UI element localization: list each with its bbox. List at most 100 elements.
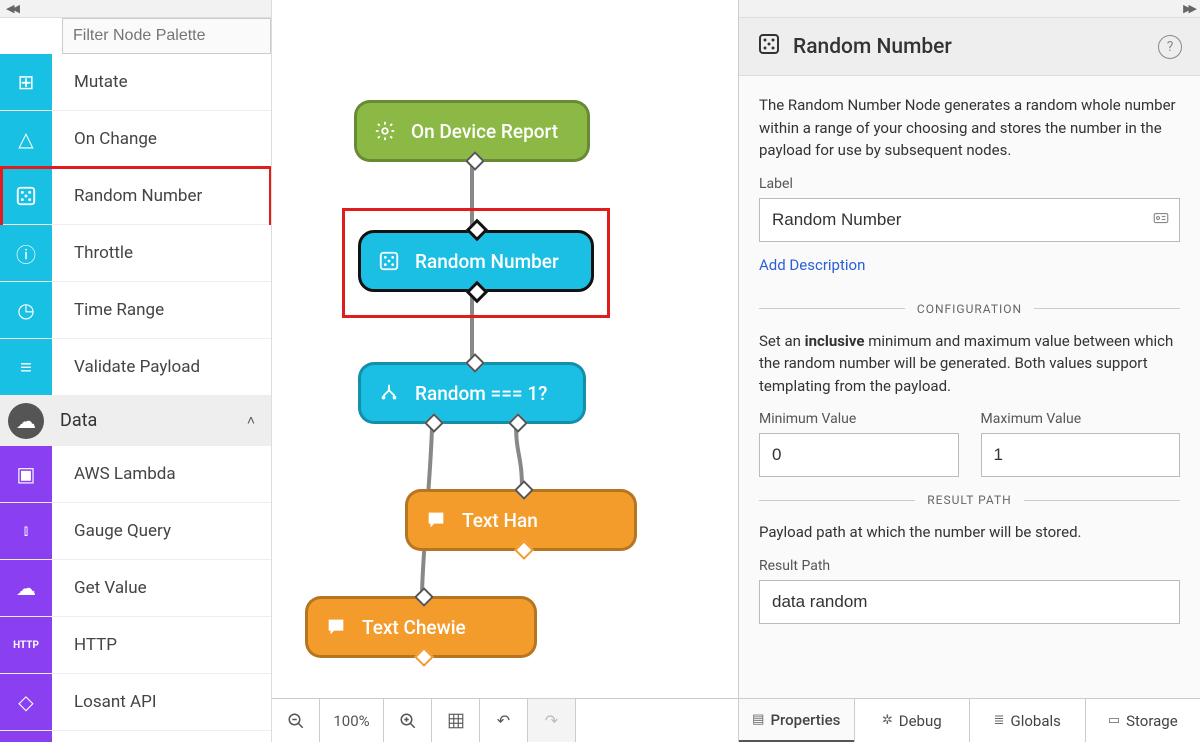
redo-button[interactable]: ↷ <box>528 699 576 742</box>
validate-payload-icon: ≡ <box>0 339 52 395</box>
chevron-up-icon: ˄ <box>247 412 255 429</box>
aws-lambda-icon: ▣ <box>0 446 52 502</box>
palette-label: Random Number <box>52 186 202 206</box>
palette-item-on-change[interactable]: △ On Change <box>0 111 271 168</box>
left-panel: ◀◀ ⊞ Mutate △ On Change Random Number <box>0 0 272 742</box>
tab-globals[interactable]: ≣ Globals <box>969 699 1085 742</box>
right-panel: ▶▶ Random Number ? The Random Number Nod… <box>738 0 1200 742</box>
min-value-label: Minimum Value <box>759 411 959 427</box>
palette-item-random-number[interactable]: Random Number <box>0 168 271 225</box>
tab-label: Properties <box>770 711 840 729</box>
node-text-han[interactable]: Text Han <box>405 489 637 551</box>
node-conditional[interactable]: Random === 1? <box>358 362 586 424</box>
zoom-in-button[interactable] <box>384 699 432 742</box>
message-icon <box>322 616 350 638</box>
grid-button[interactable] <box>432 699 480 742</box>
palette-label: Throttle <box>52 243 133 263</box>
zoom-percent[interactable]: 100% <box>320 699 384 742</box>
add-description-link[interactable]: Add Description <box>759 256 865 274</box>
collapse-right-button[interactable]: ▶▶ <box>739 0 1200 18</box>
category-label: Data <box>52 410 247 431</box>
node-label: Random === 1? <box>415 382 547 405</box>
node-label: Random Number <box>415 250 559 273</box>
properties-icon: ▤ <box>752 712 764 727</box>
collapse-left-button[interactable]: ◀◀ <box>0 0 271 18</box>
canvas-toolbar: 100% ↶ ↷ <box>272 698 738 742</box>
node-label: On Device Report <box>411 120 558 143</box>
mutate-icon: ⊞ <box>0 54 52 110</box>
palette-label: Get Value <box>52 578 147 598</box>
collapse-left-icon: ◀◀ <box>6 2 17 15</box>
node-random-number[interactable]: Random Number <box>358 230 594 292</box>
id-card-icon <box>1152 209 1170 231</box>
palette-label: AWS Lambda <box>52 464 176 484</box>
max-value-label: Maximum Value <box>981 411 1181 427</box>
label-field-label: Label <box>759 176 1180 192</box>
collapse-right-icon: ▶▶ <box>1183 2 1194 15</box>
tab-debug[interactable]: ✲ Debug <box>854 699 970 742</box>
node-on-device-report[interactable]: On Device Report <box>354 100 590 162</box>
random-number-icon <box>0 168 52 224</box>
zoom-out-button[interactable] <box>272 699 320 742</box>
palette-label: HTTP <box>52 635 117 655</box>
get-value-icon: ☁ <box>0 560 52 616</box>
mongodb-icon: ⬮ <box>0 731 52 742</box>
tab-storage[interactable]: ▭ Storage <box>1085 699 1200 742</box>
properties-body: The Random Number Node generates a rando… <box>739 76 1200 698</box>
palette-label: Time Range <box>52 300 164 320</box>
losant-api-icon: ◇ <box>0 674 52 730</box>
label-input[interactable] <box>759 198 1180 242</box>
palette-item-mongodb[interactable]: ⬮ MongoDB <box>0 731 271 742</box>
globals-icon: ≣ <box>994 713 1005 728</box>
palette-label: Gauge Query <box>52 521 171 541</box>
palette-item-aws-lambda[interactable]: ▣ AWS Lambda <box>0 446 271 503</box>
node-label: Text Han <box>462 509 538 532</box>
node-label: Text Chewie <box>362 616 466 639</box>
node-text-chewie[interactable]: Text Chewie <box>305 596 537 658</box>
palette-item-losant-api[interactable]: ◇ Losant API <box>0 674 271 731</box>
max-value-input[interactable] <box>981 433 1181 477</box>
palette-item-time-range[interactable]: ◷ Time Range <box>0 282 271 339</box>
cloud-icon: ☁ <box>8 403 44 439</box>
palette-item-throttle[interactable]: ⓘ Throttle <box>0 225 271 282</box>
tab-label: Debug <box>899 712 942 730</box>
gear-icon <box>371 120 399 142</box>
min-value-input[interactable] <box>759 433 959 477</box>
node-description: The Random Number Node generates a rando… <box>759 94 1180 162</box>
config-divider: CONFIGURATION <box>759 302 1180 316</box>
filter-palette-input[interactable] <box>62 18 271 54</box>
palette-item-mutate[interactable]: ⊞ Mutate <box>0 54 271 111</box>
debug-icon: ✲ <box>882 713 893 728</box>
palette-item-get-value[interactable]: ☁ Get Value <box>0 560 271 617</box>
result-path-input[interactable] <box>759 580 1180 624</box>
undo-button[interactable]: ↶ <box>480 699 528 742</box>
properties-title: Random Number <box>793 35 1158 59</box>
tab-properties[interactable]: ▤ Properties <box>739 699 854 742</box>
palette-label: On Change <box>52 129 157 149</box>
result-divider: RESULT PATH <box>759 493 1180 507</box>
result-path-label: Result Path <box>759 558 1180 574</box>
dice-icon <box>757 32 781 61</box>
throttle-icon: ⓘ <box>0 225 52 281</box>
message-icon <box>422 509 450 531</box>
palette-list: ⊞ Mutate △ On Change Random Number ⓘ Thr… <box>0 54 271 742</box>
palette-label: Mutate <box>52 72 128 92</box>
tab-label: Globals <box>1011 712 1061 730</box>
storage-icon: ▭ <box>1108 713 1120 728</box>
canvas-panel: On Device Report Random Number Random ==… <box>272 0 738 742</box>
palette-label: Validate Payload <box>52 357 200 377</box>
help-button[interactable]: ? <box>1158 35 1182 59</box>
branch-icon <box>375 382 403 404</box>
on-change-icon: △ <box>0 111 52 167</box>
category-header-data[interactable]: ☁ Data ˄ <box>0 396 271 446</box>
palette-item-http[interactable]: HTTP HTTP <box>0 617 271 674</box>
right-panel-tabs: ▤ Properties ✲ Debug ≣ Globals ▭ Storage <box>739 698 1200 742</box>
http-icon: HTTP <box>0 617 52 673</box>
dice-icon <box>375 250 403 272</box>
time-range-icon: ◷ <box>0 282 52 338</box>
canvas-area[interactable]: On Device Report Random Number Random ==… <box>272 0 738 698</box>
palette-label: Losant API <box>52 692 156 712</box>
palette-item-gauge-query[interactable]: ⫾ Gauge Query <box>0 503 271 560</box>
palette-item-validate-payload[interactable]: ≡ Validate Payload <box>0 339 271 396</box>
tab-label: Storage <box>1126 712 1178 730</box>
